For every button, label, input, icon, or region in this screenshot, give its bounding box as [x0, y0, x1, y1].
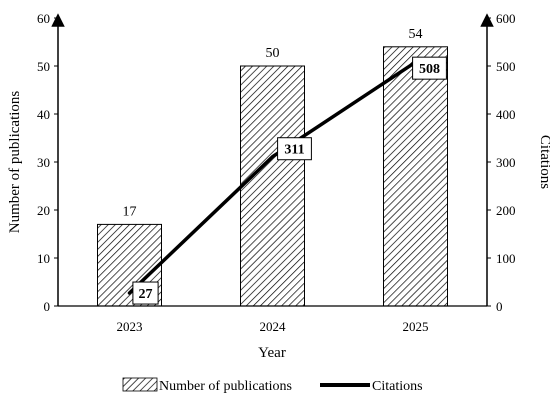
publication-value-label: 17: [123, 204, 137, 219]
citations-line: [127, 60, 418, 295]
legend: Number of publications Citations: [122, 377, 423, 394]
citation-label-box: [277, 137, 312, 161]
publication-bar-2024: [240, 65, 305, 307]
citation-label-box: [132, 281, 159, 305]
right-tick-label: 400: [496, 107, 516, 122]
right-tick-label: 100: [496, 251, 516, 266]
citation-label-2024: 311: [277, 137, 312, 161]
left-tick-label: 40: [37, 107, 50, 122]
x-ticks: 2023 2024 2025: [117, 319, 429, 334]
left-axis-title: Number of publications: [7, 91, 23, 234]
right-axis-title: Citations: [537, 135, 550, 189]
x-axis-title: Year: [258, 345, 286, 361]
left-ticks: 0 10 20 30 40 50 60: [37, 11, 58, 314]
publication-bar-2025: [383, 46, 448, 307]
bar-value-labels: 17 50 54: [123, 27, 423, 220]
left-tick-label: 0: [44, 299, 51, 314]
x-tick-label: 2023: [117, 319, 143, 334]
left-tick-label: 10: [37, 251, 50, 266]
citation-label-box: [412, 56, 447, 80]
right-tick-label: 600: [496, 11, 516, 26]
left-tick-label: 60: [37, 11, 50, 26]
bars-layer: [97, 46, 448, 307]
right-tick-label: 200: [496, 203, 516, 218]
legend-line-label: Citations: [372, 379, 423, 394]
right-tick-label: 0: [496, 299, 503, 314]
x-tick-label: 2025: [403, 319, 429, 334]
citations-line-layer: [127, 60, 418, 295]
legend-bar-label: Number of publications: [159, 379, 292, 394]
citation-value-label: 508: [419, 62, 440, 77]
right-ticks: 0 100 200 300 400 500 600: [487, 11, 516, 314]
legend-bar-swatch: [122, 377, 158, 392]
left-tick-label: 20: [37, 203, 50, 218]
publication-value-label: 54: [409, 27, 423, 42]
citation-value-labels: 27 311 508: [132, 56, 447, 305]
right-tick-label: 300: [496, 155, 516, 170]
right-tick-label: 500: [496, 59, 516, 74]
x-tick-label: 2024: [260, 319, 287, 334]
citation-value-label: 311: [284, 143, 304, 158]
citation-label-2023: 27: [132, 281, 159, 305]
left-tick-label: 50: [37, 59, 50, 74]
left-tick-label: 30: [37, 155, 50, 170]
publication-value-label: 50: [266, 46, 280, 61]
citation-label-2025: 508: [412, 56, 447, 80]
citation-value-label: 27: [139, 287, 153, 302]
